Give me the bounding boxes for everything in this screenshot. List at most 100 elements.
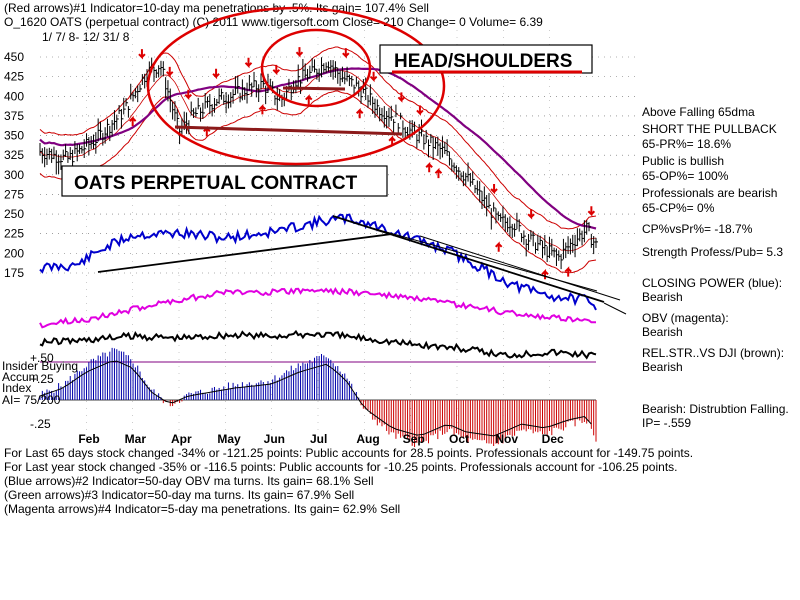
contract-label: OATS PERPETUAL CONTRACT [61,165,388,197]
buy-arrow [355,107,364,119]
accum-ma-line [39,360,592,437]
y-tick-label: 250 [4,207,24,221]
month-label: May [217,432,241,446]
ai-label: AI= 75/200 [2,393,61,407]
buy-arrow [305,94,313,105]
footer: For Last 65 days stock changed -34% or -… [4,446,693,516]
month-label: Nov [495,432,518,446]
month-labels: Feb Mar Apr May Jun Jul Aug Sep Oct Nov Dec [78,432,564,446]
right-panel-line: CLOSING POWER (blue): [642,276,782,290]
sell-arrow [527,209,535,220]
y-tick-label: 175 [4,266,24,280]
y-tick-label: 300 [4,168,24,182]
y-tick-label: 325 [4,148,24,162]
rel-strength-line [39,329,597,360]
sell-arrow [166,66,174,78]
head-shoulders-text: HEAD/SHOULDERS [394,51,572,72]
month-label: Oct [449,432,469,446]
sell-arrow [587,206,596,217]
minus25-label: -.25 [30,417,51,431]
right-panel-line: CP%vsPr%= -18.7% [642,222,753,236]
obv-line [39,286,597,329]
buy-arrow [258,103,267,115]
buy-arrow [388,135,396,146]
right-panel-line: Strength Profess/Pub= 5.3 [642,245,783,259]
right-panel-line: 65-PR%= 18.6% [642,137,731,151]
buy-arrow [434,167,443,179]
head-ellipse [260,28,372,108]
header-line-3: 1/ 7/ 8- 12/ 31/ 8 [42,30,130,44]
y-tick-label: 400 [4,89,24,103]
y-axis-ticks: 175 200 225 250 275 300 325 350 375 400 425 450 [4,50,24,280]
right-panel-line: Bearish [642,290,683,304]
indicator-lines [39,213,597,363]
y-tick-label: 275 [4,187,24,201]
plus50-label: +.50 [30,351,54,365]
header-line-1: (Red arrows)#1 Indicator=10-day ma penet… [4,1,429,15]
right-panel-line: OBV (magenta): [642,311,729,325]
head-shoulders-label: HEAD/SHOULDERS [379,44,593,74]
right-panel-line: Above Falling 65dma [642,105,755,119]
sell-arrow [138,49,146,60]
accumulation-histogram [39,347,597,448]
footer-line-1: For Last 65 days stock changed -34% or -… [4,446,693,460]
sell-arrow [244,57,253,69]
header-line-2: O_1620 OATS (perpetual contract) (C) 201… [4,15,543,29]
footer-line-3: (Blue arrows)#2 Indicator=50-day OBV ma … [4,474,374,488]
neckline-bottom [174,125,403,136]
neckline-top [282,86,346,91]
y-tick-label: 450 [4,50,24,64]
band-lower [39,90,597,274]
ma-65 [39,67,597,230]
sell-arrow [212,68,220,80]
right-panel-line: 65-CP%= 0% [642,201,715,215]
month-label: Feb [78,432,99,446]
sell-arrow [295,47,304,58]
closing-power-line [39,213,597,311]
obv-trend [419,235,621,301]
sell-arrow [490,183,498,195]
sell-arrow [416,105,424,116]
sell-arrow [184,89,192,101]
month-label: Mar [125,432,147,446]
right-panel-line: Bearish [642,360,683,374]
right-panel-line: IP= -.559 [642,416,691,430]
right-panel-line: 65-OP%= 100% [642,169,729,183]
big-ellipse [146,6,446,166]
right-panel: Above Falling 65dma SHORT THE PULLBACK 65… [603,105,789,430]
month-label: Sep [403,432,425,446]
buy-arrow [494,241,503,252]
footer-line-5: (Magenta arrows)#4 Indicator=5-day ma pe… [4,502,400,516]
sell-arrow [342,48,350,59]
footer-line-4: (Green arrows)#3 Indicator=50-day ma tur… [4,488,354,502]
signal-arrows [82,47,596,280]
month-label: Jun [264,432,285,446]
buy-arrow [425,161,433,173]
buy-arrow [564,266,572,277]
y-tick-label: 225 [4,227,24,241]
month-label: Dec [542,432,564,446]
right-panel-line: Bearish: Distrubtion Falling. [642,402,789,416]
accum-label: Accum [2,370,39,384]
cp-uptrend [97,233,393,273]
sell-arrow [369,71,378,83]
month-label: Jul [310,432,327,446]
right-panel-line: REL.STR..VS DJI (brown): [642,346,784,360]
right-panel-line: Professionals are bearish [642,186,777,200]
insider-label: Insider Buying [2,359,78,373]
buy-arrow [128,115,137,127]
plus25-label: +.25 [30,372,54,386]
month-label: Apr [171,432,192,446]
right-panel-line: SHORT THE PULLBACK [642,122,777,136]
y-tick-label: 425 [4,70,24,84]
y-tick-label: 200 [4,246,24,260]
cp-downtrend-1 [332,215,605,303]
footer-line-2: For Last year stock changed -35% or -116… [4,460,677,474]
sell-arrow [272,64,281,76]
head-shoulders-annotations [97,6,621,303]
y-tick-label: 375 [4,109,24,123]
contract-label-text: OATS PERPETUAL CONTRACT [74,173,358,194]
accum-labels: Insider Buying Accum Index AI= 75/200 +.… [2,351,78,431]
